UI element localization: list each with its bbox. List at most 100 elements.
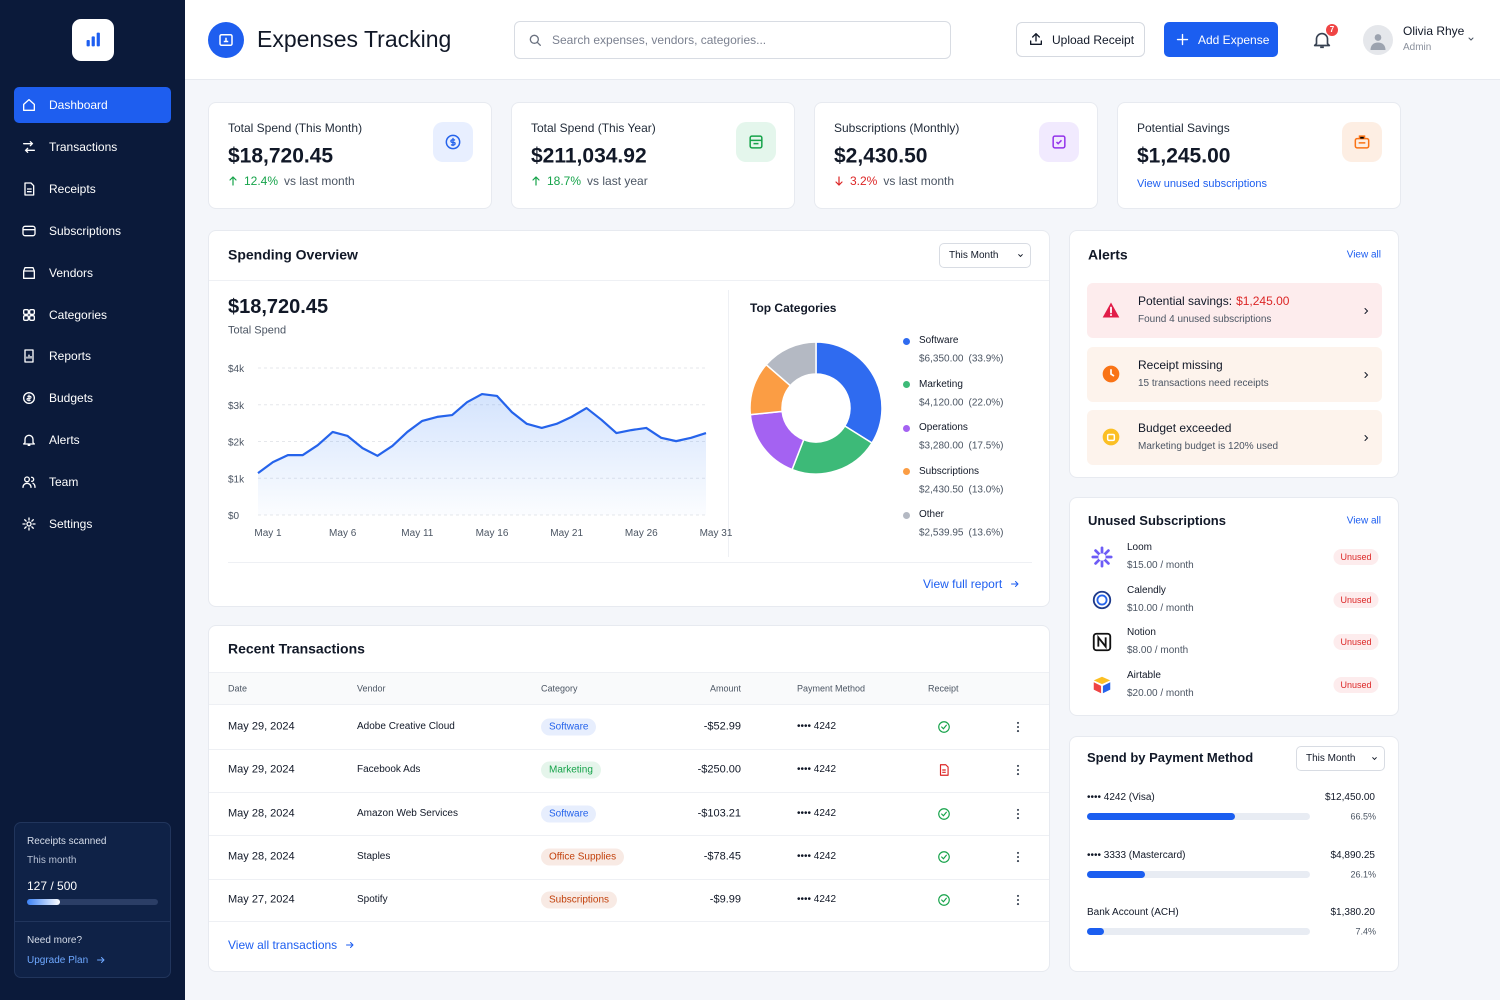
divider — [209, 280, 1049, 281]
alert-chevron — [1364, 371, 1369, 378]
column-header: Date — [228, 683, 248, 694]
search[interactable] — [514, 21, 951, 59]
icon-part — [23, 434, 35, 447]
column-header: Receipt — [928, 683, 959, 694]
kpi-change: 12.4% vs last month — [244, 174, 355, 188]
kpi-icon-bg — [736, 122, 776, 162]
search-placeholder: Search expenses, vendors, categories... — [552, 32, 767, 47]
icon-part — [1176, 33, 1189, 46]
icon-part — [445, 134, 461, 150]
dropdown[interactable] — [939, 243, 1031, 268]
subscription-price: $20.00 / month — [1127, 688, 1194, 700]
icon-part — [23, 308, 29, 315]
legend-dot — [903, 337, 910, 345]
user-role: Admin — [1403, 42, 1432, 53]
icon-part — [1055, 139, 1063, 145]
kpi-value: $18,720.45 — [228, 144, 334, 168]
receipt-ok-icon — [938, 894, 950, 907]
icon-part — [26, 394, 32, 402]
icon-part — [23, 314, 29, 321]
alert-title-text: Receipt missing — [1138, 357, 1223, 372]
upgrade-link[interactable]: Upgrade Plan — [27, 954, 107, 966]
subscription-price: $8.00 / month — [1127, 645, 1189, 657]
row-menu[interactable] — [1011, 720, 1025, 734]
icon-part — [938, 851, 950, 863]
cell-vendor: Facebook Ads — [357, 764, 421, 776]
row-menu[interactable] — [1011, 893, 1025, 907]
category-tag: Software — [541, 805, 597, 823]
icon-part — [1110, 368, 1115, 376]
icon-part — [1016, 851, 1020, 854]
usage-track — [27, 899, 158, 905]
subscription-logo — [1091, 546, 1113, 568]
nav-item[interactable]: Subscriptions — [14, 213, 171, 249]
dropdown[interactable] — [1296, 746, 1385, 771]
icon-part — [1354, 137, 1370, 149]
cell-date: May 28, 2024 — [228, 850, 295, 863]
nav-item[interactable]: Budgets — [14, 380, 171, 416]
view-transactions-link[interactable]: View all transactions — [228, 938, 356, 952]
icon-part — [749, 135, 763, 149]
notifications-bell[interactable] — [1311, 29, 1333, 51]
avatar[interactable] — [1363, 25, 1393, 55]
icon-part — [1102, 682, 1111, 694]
row-menu[interactable] — [1011, 807, 1025, 821]
nav-icon — [22, 225, 36, 237]
kpi-icon — [1052, 135, 1066, 149]
nav-item[interactable]: Reports — [14, 338, 171, 374]
receipt-ok-icon — [938, 721, 950, 733]
upload-button[interactable] — [1016, 22, 1145, 57]
kpi-link[interactable]: View unused subscriptions — [1137, 178, 1268, 190]
nav-item[interactable]: Categories — [14, 297, 171, 333]
alert-item[interactable] — [1087, 346, 1382, 402]
alert-item[interactable] — [1087, 283, 1382, 338]
nav-item[interactable]: Vendors — [14, 255, 171, 291]
nav-item[interactable]: Alerts — [14, 422, 171, 458]
kpi-change-value: 18.7% — [547, 174, 582, 188]
row-divider — [209, 748, 1049, 750]
usage-period: This month — [27, 855, 77, 866]
user-name: Olivia Rhye — [1403, 23, 1465, 38]
nav-item[interactable]: Settings — [14, 506, 171, 542]
cell-amount: -$52.99 — [703, 720, 741, 733]
row-menu[interactable] — [1011, 850, 1025, 864]
payment-bar — [1087, 870, 1146, 878]
nav-item[interactable]: Receipts — [14, 171, 171, 207]
column-header: Vendor — [357, 683, 386, 694]
nav-item[interactable]: Dashboard — [14, 87, 171, 123]
row-divider — [209, 835, 1049, 837]
view-all-link[interactable]: View all — [1346, 515, 1381, 527]
add-label: Add Expense — [1198, 32, 1270, 47]
section-title: Spend by Payment Method — [1087, 750, 1254, 766]
alert-item[interactable] — [1087, 410, 1382, 465]
nav-icon — [23, 308, 35, 321]
legend-name: Operations — [919, 422, 968, 433]
row-divider — [209, 921, 1049, 922]
icon-part — [1016, 808, 1020, 811]
dropdown-chevron — [1372, 757, 1377, 761]
avatar-icon — [1370, 34, 1386, 50]
icon-part — [941, 854, 947, 860]
alert-title-text: Potential savings: — [1138, 294, 1233, 308]
row-menu[interactable] — [1011, 763, 1025, 777]
alert-icon — [1102, 428, 1120, 446]
legend-amount: $2,430.50 — [919, 484, 964, 495]
divider — [228, 562, 1032, 563]
cell-amount: -$9.99 — [709, 893, 741, 906]
icon-part — [1313, 32, 1331, 49]
legend-amount: $3,280.00 — [919, 440, 964, 452]
nav-item[interactable]: Team — [14, 464, 171, 500]
subscription-name: Notion — [1127, 627, 1156, 639]
legend-name: Subscriptions — [919, 465, 980, 477]
icon-part — [1093, 682, 1102, 694]
view-all-link[interactable]: View all — [1346, 249, 1381, 261]
kpi-label: Potential Savings — [1137, 120, 1230, 135]
icon-part — [1016, 812, 1020, 815]
icon-part — [86, 40, 90, 47]
icon-part — [941, 811, 947, 817]
nav-item[interactable]: Transactions — [14, 129, 171, 165]
icon-part — [1110, 314, 1112, 316]
nav-label: Settings — [49, 516, 93, 531]
view-report-link[interactable]: View full report — [923, 577, 1021, 591]
